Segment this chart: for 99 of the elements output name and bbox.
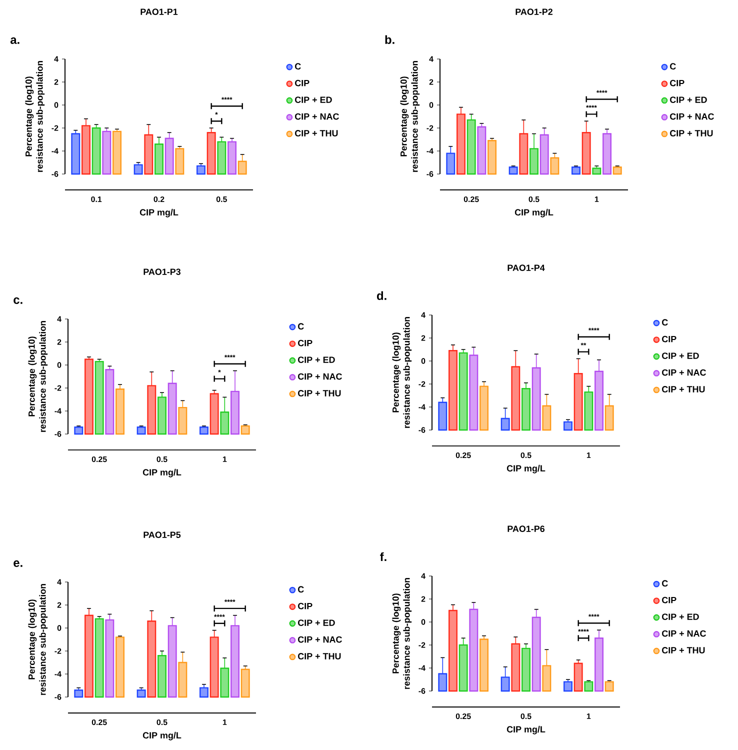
bar bbox=[584, 681, 594, 692]
bar bbox=[74, 426, 84, 435]
legend-label: C bbox=[298, 586, 304, 593]
bar bbox=[458, 352, 468, 431]
bar bbox=[84, 358, 94, 435]
legend-label: CIP bbox=[298, 602, 312, 610]
legend-label: C bbox=[298, 323, 304, 330]
bar bbox=[564, 681, 572, 692]
bar bbox=[477, 126, 486, 175]
legend-label: CIP + NAC bbox=[298, 373, 342, 380]
legend-label: CIP bbox=[662, 336, 676, 342]
bar bbox=[158, 396, 166, 435]
bar bbox=[116, 388, 124, 435]
x-axis-title: CIP mg/L bbox=[514, 208, 554, 218]
y-axis-title: Percentage (log10) resistance sub-population bbox=[28, 321, 48, 432]
bar bbox=[480, 638, 488, 692]
legend-label: CIP + THU bbox=[298, 653, 341, 660]
bar bbox=[217, 141, 226, 175]
legend-label: C bbox=[670, 63, 676, 70]
y-axis-title: Percentage (log10) resistance sub-population bbox=[392, 317, 412, 428]
x-axis-title: CIP mg/L bbox=[142, 732, 182, 740]
chart-title: PAO1-P5 bbox=[144, 532, 181, 538]
bar bbox=[604, 681, 614, 692]
legend-label: CIP + ED bbox=[662, 614, 699, 620]
legend-label: CIP + ED bbox=[662, 352, 699, 359]
bar bbox=[508, 166, 518, 175]
text: e. bbox=[14, 560, 22, 567]
x-axis-title: CIP mg/L bbox=[506, 464, 546, 474]
chart-title: PAO1-P2 bbox=[516, 8, 552, 15]
legend-label: CIP + NAC bbox=[662, 369, 706, 376]
legend-label: C bbox=[662, 580, 668, 587]
legend-label: C bbox=[662, 319, 668, 326]
x-axis-title: CIP mg/L bbox=[140, 208, 178, 218]
bar bbox=[550, 157, 560, 175]
chart-title: PAO1-P3 bbox=[144, 268, 181, 275]
x-axis-title: CIP mg/L bbox=[142, 468, 182, 478]
bar bbox=[112, 130, 122, 175]
legend-label: CIP + ED bbox=[295, 96, 332, 103]
bar bbox=[228, 141, 236, 175]
text: a. bbox=[10, 37, 20, 44]
bar bbox=[572, 166, 580, 175]
y-axis-title: Percentage (log10) resistance sub-population bbox=[400, 61, 420, 172]
text: b. bbox=[385, 35, 394, 44]
legend-label: CIP bbox=[670, 80, 684, 86]
bar bbox=[612, 166, 622, 175]
bar bbox=[480, 386, 488, 431]
y-axis-title: Percentage (log10) resistance sub-population bbox=[28, 584, 48, 695]
bar bbox=[240, 668, 250, 698]
bar bbox=[200, 687, 208, 698]
bar bbox=[574, 662, 583, 692]
bar bbox=[210, 393, 219, 435]
bar bbox=[71, 133, 80, 175]
bar bbox=[136, 690, 146, 698]
chart-title: PAO1-P1 bbox=[140, 8, 178, 15]
bar bbox=[522, 648, 530, 692]
legend-label: CIP + THU bbox=[670, 130, 713, 136]
bar bbox=[136, 426, 146, 435]
chart-title: PAO1-P6 bbox=[508, 526, 545, 532]
legend-label: CIP + NAC bbox=[670, 113, 714, 120]
legend-label: CIP + ED bbox=[298, 356, 335, 363]
bar bbox=[206, 132, 216, 175]
bar bbox=[94, 360, 104, 435]
bar bbox=[592, 168, 602, 175]
bar bbox=[196, 165, 206, 175]
bar bbox=[92, 127, 101, 175]
bar bbox=[602, 133, 612, 175]
legend-label: CIP bbox=[662, 596, 676, 604]
legend-label: CIP bbox=[298, 340, 312, 346]
bar bbox=[200, 426, 208, 435]
bar bbox=[488, 140, 496, 175]
bar bbox=[158, 655, 166, 698]
text: c. bbox=[14, 297, 22, 304]
y-axis-title: Percentage (log10) resistance sub-population bbox=[25, 61, 45, 172]
text: f. bbox=[380, 552, 386, 561]
legend-label: CIP bbox=[295, 80, 310, 86]
legend-label: CIP + THU bbox=[662, 386, 705, 392]
bar bbox=[74, 690, 84, 698]
legend-label: CIP + THU bbox=[298, 390, 341, 396]
chart-title: PAO1-P4 bbox=[508, 264, 545, 271]
bar bbox=[105, 368, 114, 435]
text: d. bbox=[376, 291, 386, 300]
legend-label: CIP + ED bbox=[298, 620, 335, 626]
legend-label: CIP + THU bbox=[295, 130, 338, 136]
bar bbox=[102, 130, 112, 175]
legend-label: CIP + ED bbox=[670, 96, 707, 103]
bar bbox=[438, 402, 448, 431]
bar bbox=[175, 148, 184, 175]
bar bbox=[116, 636, 124, 698]
x-axis-title: CIP mg/L bbox=[506, 726, 546, 734]
legend-label: C bbox=[295, 63, 301, 70]
legend-label: CIP + THU bbox=[662, 647, 705, 654]
legend-label: CIP + NAC bbox=[662, 630, 706, 637]
bar bbox=[564, 421, 572, 431]
bar bbox=[240, 425, 250, 435]
legend-label: CIP + NAC bbox=[298, 636, 342, 643]
y-axis-title: Percentage (log10) resistance sub-population bbox=[392, 578, 412, 689]
bar bbox=[94, 618, 104, 698]
bar bbox=[134, 164, 143, 175]
legend-label: CIP + NAC bbox=[295, 113, 339, 120]
